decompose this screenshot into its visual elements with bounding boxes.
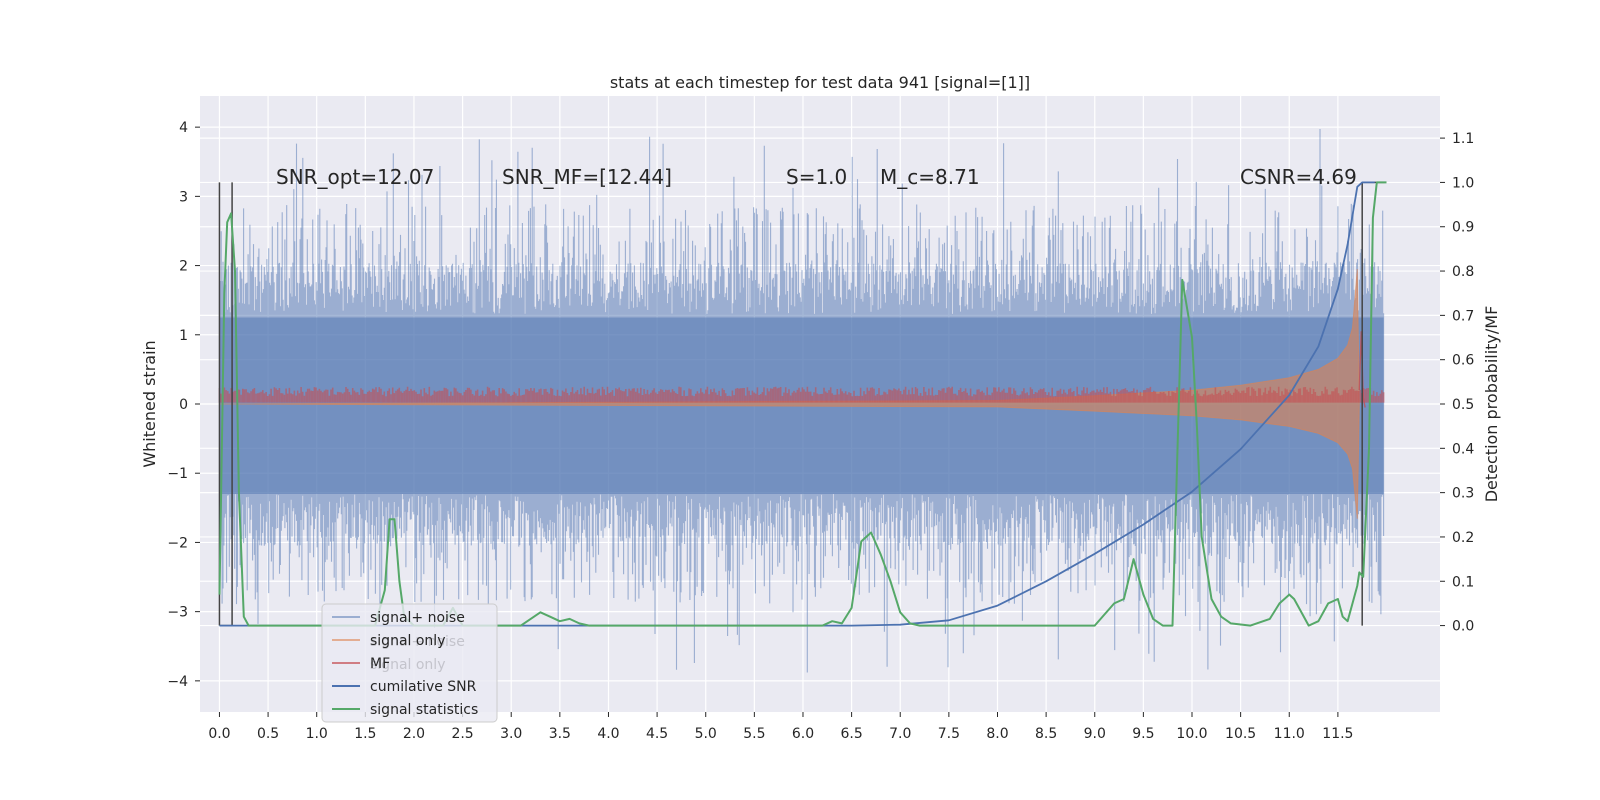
annotation-csnr: CSNR=4.69 — [1240, 165, 1357, 189]
x-tick-label: 0.5 — [257, 726, 279, 742]
legend-label: MF — [370, 656, 390, 672]
x-tick-label: 6.0 — [792, 726, 814, 742]
legend-ghost-label: signal only — [370, 657, 445, 673]
x-tick-label: 4.0 — [597, 726, 619, 742]
y-axis-left-ticks: 4 3 2 1 0 −1 −2 −3 −4 — [167, 120, 200, 690]
chart-title: stats at each timestep for test data 941… — [610, 73, 1030, 92]
y-tick-label: −2 — [167, 535, 188, 551]
y-tick-label: −1 — [167, 466, 188, 482]
y-tick-label: 4 — [179, 120, 188, 136]
x-tick-label: 9.0 — [1084, 726, 1106, 742]
x-tick-label: 1.0 — [306, 726, 328, 742]
y-tick-label: 3 — [179, 189, 188, 205]
x-tick-label: 2.0 — [403, 726, 425, 742]
x-tick-label: 6.5 — [840, 726, 862, 742]
y-tick-label: −3 — [167, 605, 188, 621]
signal-statistics-line — [218, 181, 1387, 627]
y-right-tick-label: 0.6 — [1452, 353, 1474, 369]
y-axis-label-right: Detection probability/MF — [1482, 306, 1501, 503]
y-axis-right-ticks: 1.1 1.0 0.9 0.8 0.7 0.6 0.5 0.4 0.3 0.2 0.1 0.0 — [1440, 131, 1474, 635]
y-tick-label: 1 — [179, 328, 188, 344]
annotation-snr-opt: SNR_opt=12.07 — [276, 165, 434, 189]
x-tick-label: 1.5 — [354, 726, 376, 742]
signal-statistics-series — [218, 181, 1387, 627]
y-tick-label: −4 — [167, 674, 188, 690]
y-right-tick-label: 0.3 — [1452, 486, 1474, 502]
legend-box — [321, 603, 498, 723]
x-tick-label: 3.5 — [549, 726, 571, 742]
x-tick-label: 11.0 — [1274, 726, 1305, 742]
x-tick-label: 7.0 — [889, 726, 911, 742]
x-tick-label: 7.5 — [938, 726, 960, 742]
legend-label: cumilative SNR — [370, 679, 477, 695]
x-tick-label: 11.5 — [1322, 726, 1353, 742]
y-right-tick-label: 0.5 — [1452, 397, 1474, 413]
x-tick-label: 10.5 — [1225, 726, 1256, 742]
y-right-tick-label: 0.2 — [1452, 530, 1474, 546]
x-tick-label: 9.5 — [1132, 726, 1154, 742]
x-axis-ticks: 0.0 0.5 1.0 1.5 2.0 2.5 3.0 3.5 4.0 4.5 5.0 5.5 6.0 6… — [208, 712, 1353, 742]
x-tick-label: 8.0 — [986, 726, 1008, 742]
y-tick-label: 2 — [179, 259, 188, 275]
legend-label: signal only — [370, 633, 445, 649]
y-axis-label-left: Whitened strain — [140, 340, 159, 467]
cumulative-snr-line — [219, 181, 1375, 627]
x-tick-label: 4.5 — [646, 726, 668, 742]
y-right-tick-label: 0.7 — [1452, 308, 1474, 324]
legend-label: signal+ noise — [370, 610, 465, 626]
x-tick-label: 5.0 — [695, 726, 717, 742]
x-tick-label: 3.0 — [500, 726, 522, 742]
y-right-tick-label: 0.8 — [1452, 264, 1474, 280]
annotation-s: S=1.0 — [786, 165, 847, 189]
y-right-tick-label: 1.1 — [1452, 131, 1474, 147]
legend: signal+ noise signal only signal+ noise … — [321, 603, 498, 723]
y-tick-label: 0 — [179, 397, 188, 413]
x-tick-label: 5.5 — [743, 726, 765, 742]
y-right-tick-label: 0.9 — [1452, 220, 1474, 236]
x-tick-label: 0.0 — [208, 726, 230, 742]
legend-label: signal statistics — [370, 702, 478, 718]
y-right-tick-label: 0.0 — [1452, 619, 1474, 635]
x-tick-label: 8.5 — [1035, 726, 1057, 742]
annotation-mc: M_c=8.71 — [880, 165, 980, 189]
x-tick-label: 10.0 — [1176, 726, 1207, 742]
legend-ghost-label: signal+ noise — [370, 634, 465, 650]
y-right-tick-label: 1.0 — [1452, 175, 1474, 191]
x-tick-label: 2.5 — [451, 726, 473, 742]
cumulative-snr-series — [219, 181, 1375, 627]
annotation-snr-mf: SNR_MF=[12.44] — [502, 165, 672, 189]
y-right-tick-label: 0.1 — [1452, 574, 1474, 590]
y-right-tick-label: 0.4 — [1452, 441, 1474, 457]
